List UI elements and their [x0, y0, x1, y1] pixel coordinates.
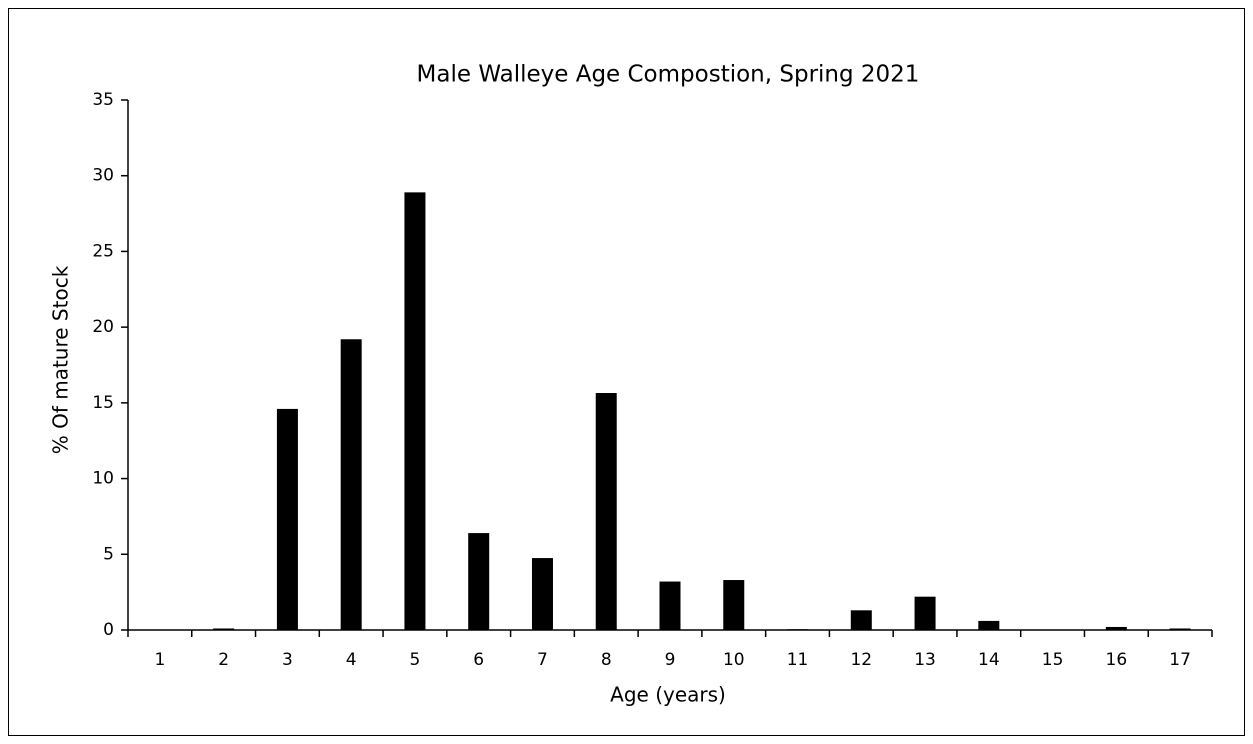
chart-frame — [8, 8, 1245, 736]
y-tick-label: 25 — [92, 241, 114, 261]
x-tick-label: 9 — [665, 650, 676, 670]
x-tick-label: 7 — [537, 650, 548, 670]
bar — [978, 620, 1000, 630]
x-tick-label: 12 — [850, 650, 872, 670]
y-axis-title: % Of mature Stock — [49, 265, 73, 454]
bar — [531, 558, 553, 630]
bar — [213, 628, 235, 630]
x-tick-label: 2 — [218, 650, 229, 670]
y-tick-label: 15 — [92, 393, 114, 413]
x-tick-label: 14 — [978, 650, 1000, 670]
bar — [1169, 628, 1191, 630]
bar — [723, 580, 745, 630]
x-tick-label: 13 — [914, 650, 936, 670]
x-tick-label: 3 — [282, 650, 293, 670]
x-tick-label: 5 — [410, 650, 421, 670]
x-tick-label: 17 — [1169, 650, 1191, 670]
bar — [1105, 626, 1127, 630]
bar — [340, 339, 362, 630]
x-axis-title: Age (years) — [610, 683, 726, 707]
x-tick-label: 6 — [473, 650, 484, 670]
bar — [404, 192, 426, 630]
y-tick-label: 30 — [92, 166, 114, 186]
y-tick-label: 20 — [92, 317, 114, 337]
x-tick-label: 8 — [601, 650, 612, 670]
bar — [850, 610, 872, 630]
bar — [595, 393, 617, 630]
x-tick-label: 10 — [723, 650, 745, 670]
bar — [276, 408, 298, 630]
x-tick-label: 16 — [1106, 650, 1128, 670]
x-tick-label: 15 — [1042, 650, 1064, 670]
bar — [914, 596, 936, 630]
y-tick-label: 5 — [103, 544, 114, 564]
y-tick-label: 35 — [92, 90, 114, 110]
x-tick-label: 1 — [154, 650, 165, 670]
x-tick-label: 11 — [787, 650, 809, 670]
y-tick-label: 10 — [92, 469, 114, 489]
y-tick-label: 0 — [103, 620, 114, 640]
x-tick-label: 4 — [346, 650, 357, 670]
bar — [468, 533, 490, 630]
chart-title: Male Walleye Age Compostion, Spring 2021 — [417, 62, 920, 88]
bar — [787, 629, 809, 630]
bar — [659, 581, 681, 630]
